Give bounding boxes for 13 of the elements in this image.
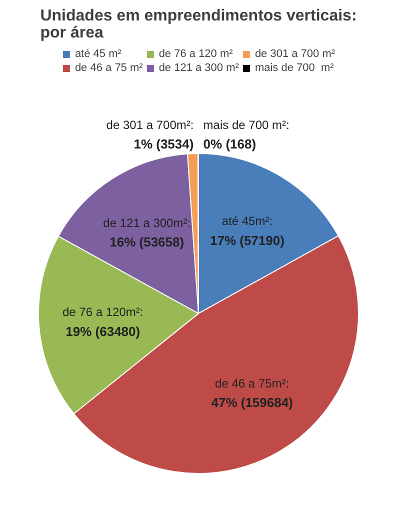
legend-label: mais de 700 m² (254, 62, 334, 74)
legend-label: de 121 a 300 m² (158, 62, 239, 74)
data-label: até 45m²: 17% (57190) (210, 214, 284, 248)
data-label: de 76 a 120m²: 19% (63480) (62, 305, 144, 339)
legend-label: de 46 a 75 m² (74, 62, 143, 74)
legend-label: de 301 a 700 m² (254, 48, 336, 60)
data-label: de 46 a 75m²: 47% (159684) (211, 376, 293, 410)
legend-label: até 45 m² (74, 48, 122, 60)
chart-title: Unidades em empreendimentos verticais: por área (40, 8, 357, 42)
data-label: de 301 a 700m²: 1% (3534) (106, 118, 194, 152)
data-label: mais de 700 m²: 0% (168) (203, 118, 290, 152)
legend-label: de 76 a 120 m² (158, 48, 233, 60)
data-label: de 121 a 300m²: 16% (53658) (103, 216, 191, 250)
